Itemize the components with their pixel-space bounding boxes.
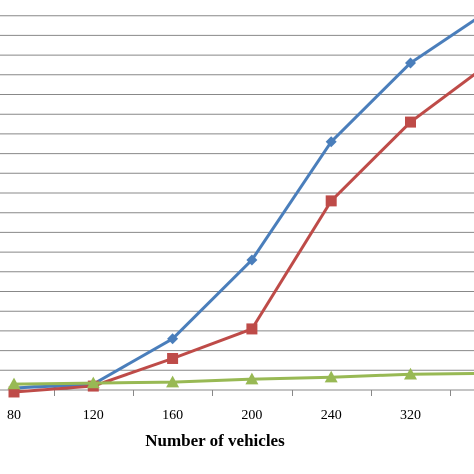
data-point [166,375,180,388]
data-point [324,370,338,383]
x-tick-labels: 80120160200240320360 [7,408,421,423]
series-2 [8,72,474,398]
data-point [325,195,337,207]
x-tick-label: 240 [321,408,342,423]
x-tick-label: 160 [162,408,183,423]
data-point [245,372,259,385]
x-axis-title: Number of vehicles [145,431,285,450]
axes [0,389,474,396]
series-layer [7,18,474,398]
data-point [246,254,258,266]
x-tick-label: 200 [241,408,262,423]
series-1 [8,18,474,394]
data-point [405,57,416,69]
data-point [404,367,417,380]
data-point [167,352,179,364]
data-point [7,377,21,390]
x-tick-label: 120 [83,408,104,423]
gridlines [0,15,474,371]
data-point [86,376,100,389]
data-point [405,116,416,128]
x-tick-label: 320 [400,408,421,423]
x-tick-label: 80 [7,408,21,423]
series-line [13,72,474,394]
data-point [8,386,20,398]
data-point [167,333,179,345]
data-point [325,136,337,148]
data-point [246,323,258,335]
series-3 [7,367,474,390]
